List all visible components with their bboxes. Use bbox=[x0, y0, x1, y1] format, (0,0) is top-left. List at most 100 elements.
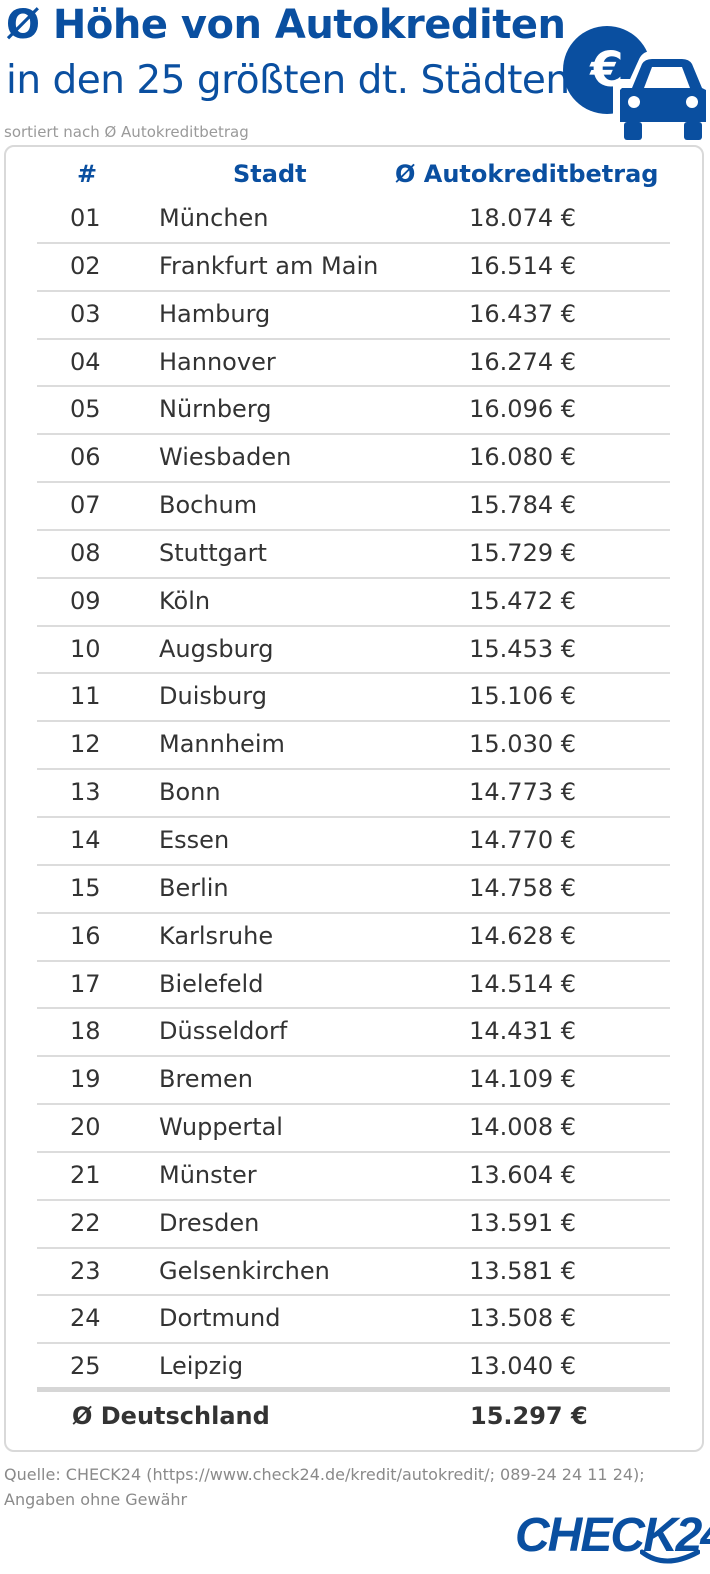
amount-cell: 16.080 € bbox=[469, 443, 576, 472]
table-row: 23 Gelsenkirchen 13.581 € bbox=[37, 1249, 670, 1297]
city-cell: Gelsenkirchen bbox=[159, 1256, 330, 1285]
total-value: 15.297 € bbox=[470, 1402, 588, 1430]
rank-cell: 02 bbox=[70, 251, 101, 280]
city-cell: Köln bbox=[159, 586, 211, 615]
table-row: 18 Düsseldorf 14.431 € bbox=[37, 1009, 670, 1058]
rank-cell: 18 bbox=[70, 1017, 101, 1046]
amount-cell: 15.030 € bbox=[469, 730, 576, 759]
column-header-city: Stadt bbox=[233, 160, 307, 188]
city-cell: Wiesbaden bbox=[159, 443, 292, 472]
table-row: 17 Bielefeld 14.514 € bbox=[37, 962, 670, 1010]
page-title: Ø Höhe von Autokrediten bbox=[6, 2, 566, 48]
sort-note: sortiert nach Ø Autokreditbetrag bbox=[4, 123, 249, 141]
amount-cell: 14.008 € bbox=[469, 1113, 576, 1142]
table-row: 09 Köln 15.472 € bbox=[37, 579, 670, 627]
amount-cell: 13.508 € bbox=[469, 1304, 576, 1333]
total-label: Ø Deutschland bbox=[72, 1402, 270, 1430]
city-cell: Leipzig bbox=[159, 1352, 244, 1381]
table-row: 05 Nürnberg 16.096 € bbox=[37, 387, 670, 436]
table-header: # Stadt Ø Autokreditbetrag bbox=[0, 160, 710, 194]
rank-cell: 01 bbox=[70, 204, 101, 232]
city-cell: Stuttgart bbox=[159, 538, 267, 567]
city-cell: Düsseldorf bbox=[159, 1017, 288, 1046]
amount-cell: 15.453 € bbox=[469, 634, 576, 663]
table-row: 11 Duisburg 15.106 € bbox=[37, 674, 670, 723]
city-cell: Duisburg bbox=[159, 682, 267, 711]
city-cell: Dresden bbox=[159, 1208, 260, 1237]
amount-cell: 13.040 € bbox=[469, 1352, 576, 1381]
table-row: 01 München 18.074 € bbox=[37, 196, 670, 244]
table-body: 01 München 18.074 € 02 Frankfurt am Main 16.5… bbox=[0, 196, 710, 1393]
table-row: 21 Münster 13.604 € bbox=[37, 1153, 670, 1201]
table-row: 25 Leipzig 13.040 € bbox=[37, 1344, 670, 1393]
rank-cell: 11 bbox=[70, 682, 101, 711]
car-icon bbox=[613, 51, 710, 140]
rank-cell: 05 bbox=[70, 395, 101, 424]
rank-cell: 22 bbox=[70, 1208, 101, 1237]
amount-cell: 14.431 € bbox=[469, 1017, 576, 1046]
city-cell: München bbox=[159, 204, 269, 232]
table-row: 16 Karlsruhe 14.628 € bbox=[37, 914, 670, 962]
city-cell: Bremen bbox=[159, 1065, 253, 1094]
amount-cell: 14.758 € bbox=[469, 873, 576, 902]
city-cell: Dortmund bbox=[159, 1304, 281, 1333]
table-row: 10 Augsburg 15.453 € bbox=[37, 627, 670, 675]
city-cell: Hannover bbox=[159, 347, 276, 376]
rank-cell: 14 bbox=[70, 825, 101, 854]
rank-cell: 09 bbox=[70, 586, 101, 615]
column-header-amount: Ø Autokreditbetrag bbox=[395, 160, 659, 188]
city-cell: Karlsruhe bbox=[159, 921, 274, 950]
table-row: 20 Wuppertal 14.008 € bbox=[37, 1105, 670, 1153]
amount-cell: 16.096 € bbox=[469, 395, 576, 424]
table-row: 08 Stuttgart 15.729 € bbox=[37, 531, 670, 579]
rank-cell: 23 bbox=[70, 1256, 101, 1285]
rank-cell: 21 bbox=[70, 1160, 101, 1189]
rank-cell: 10 bbox=[70, 634, 101, 663]
amount-cell: 14.628 € bbox=[469, 921, 576, 950]
table-row: 15 Berlin 14.758 € bbox=[37, 866, 670, 914]
check24-logo: CHECK24 bbox=[515, 1509, 710, 1562]
rank-cell: 25 bbox=[70, 1352, 101, 1381]
city-cell: Nürnberg bbox=[159, 395, 272, 424]
city-cell: Bonn bbox=[159, 778, 221, 807]
rank-cell: 16 bbox=[70, 921, 101, 950]
page-subtitle-heading: in den 25 größten dt. Städten bbox=[6, 58, 570, 103]
rank-cell: 04 bbox=[70, 347, 101, 376]
rank-cell: 03 bbox=[70, 299, 101, 328]
logo-swoosh-icon bbox=[640, 1549, 700, 1564]
table-row: 14 Essen 14.770 € bbox=[37, 818, 670, 866]
column-header-rank: # bbox=[77, 160, 98, 188]
city-cell: Bielefeld bbox=[159, 969, 264, 998]
table-row: 24 Dortmund 13.508 € bbox=[37, 1296, 670, 1345]
amount-cell: 15.784 € bbox=[469, 491, 576, 520]
amount-cell: 13.581 € bbox=[469, 1256, 576, 1285]
table-row: 22 Dresden 13.591 € bbox=[37, 1201, 670, 1249]
disclaimer-line: Angaben ohne Gewähr bbox=[4, 1490, 188, 1509]
rank-cell: 12 bbox=[70, 730, 101, 759]
rank-cell: 24 bbox=[70, 1304, 101, 1333]
city-cell: Berlin bbox=[159, 873, 229, 902]
city-cell: Frankfurt am Main bbox=[159, 251, 379, 280]
table-row: 02 Frankfurt am Main 16.514 € bbox=[37, 244, 670, 292]
amount-cell: 16.274 € bbox=[469, 347, 576, 376]
city-cell: Wuppertal bbox=[159, 1113, 283, 1142]
amount-cell: 14.770 € bbox=[469, 825, 576, 854]
rank-cell: 15 bbox=[70, 873, 101, 902]
source-note: Quelle: CHECK24 (https://www.check24.de/… bbox=[4, 1462, 708, 1512]
rank-cell: 20 bbox=[70, 1113, 101, 1142]
source-line: Quelle: CHECK24 (https://www.check24.de/… bbox=[4, 1465, 645, 1484]
total-row: Ø Deutschland 15.297 € bbox=[0, 1402, 710, 1438]
table-row: 19 Bremen 14.109 € bbox=[37, 1057, 670, 1106]
rank-cell: 06 bbox=[70, 443, 101, 472]
amount-cell: 14.773 € bbox=[469, 778, 576, 807]
euro-car-icon: € bbox=[563, 26, 710, 140]
table-row: 04 Hannover 16.274 € bbox=[37, 340, 670, 388]
amount-cell: 13.604 € bbox=[469, 1160, 576, 1189]
table-row: 03 Hamburg 16.437 € bbox=[37, 292, 670, 340]
table-row: 12 Mannheim 15.030 € bbox=[37, 722, 670, 771]
city-cell: Hamburg bbox=[159, 299, 271, 328]
table-row: 13 Bonn 14.773 € bbox=[37, 770, 670, 818]
city-cell: Essen bbox=[159, 825, 230, 854]
city-cell: Mannheim bbox=[159, 730, 285, 759]
amount-cell: 15.106 € bbox=[469, 682, 576, 711]
